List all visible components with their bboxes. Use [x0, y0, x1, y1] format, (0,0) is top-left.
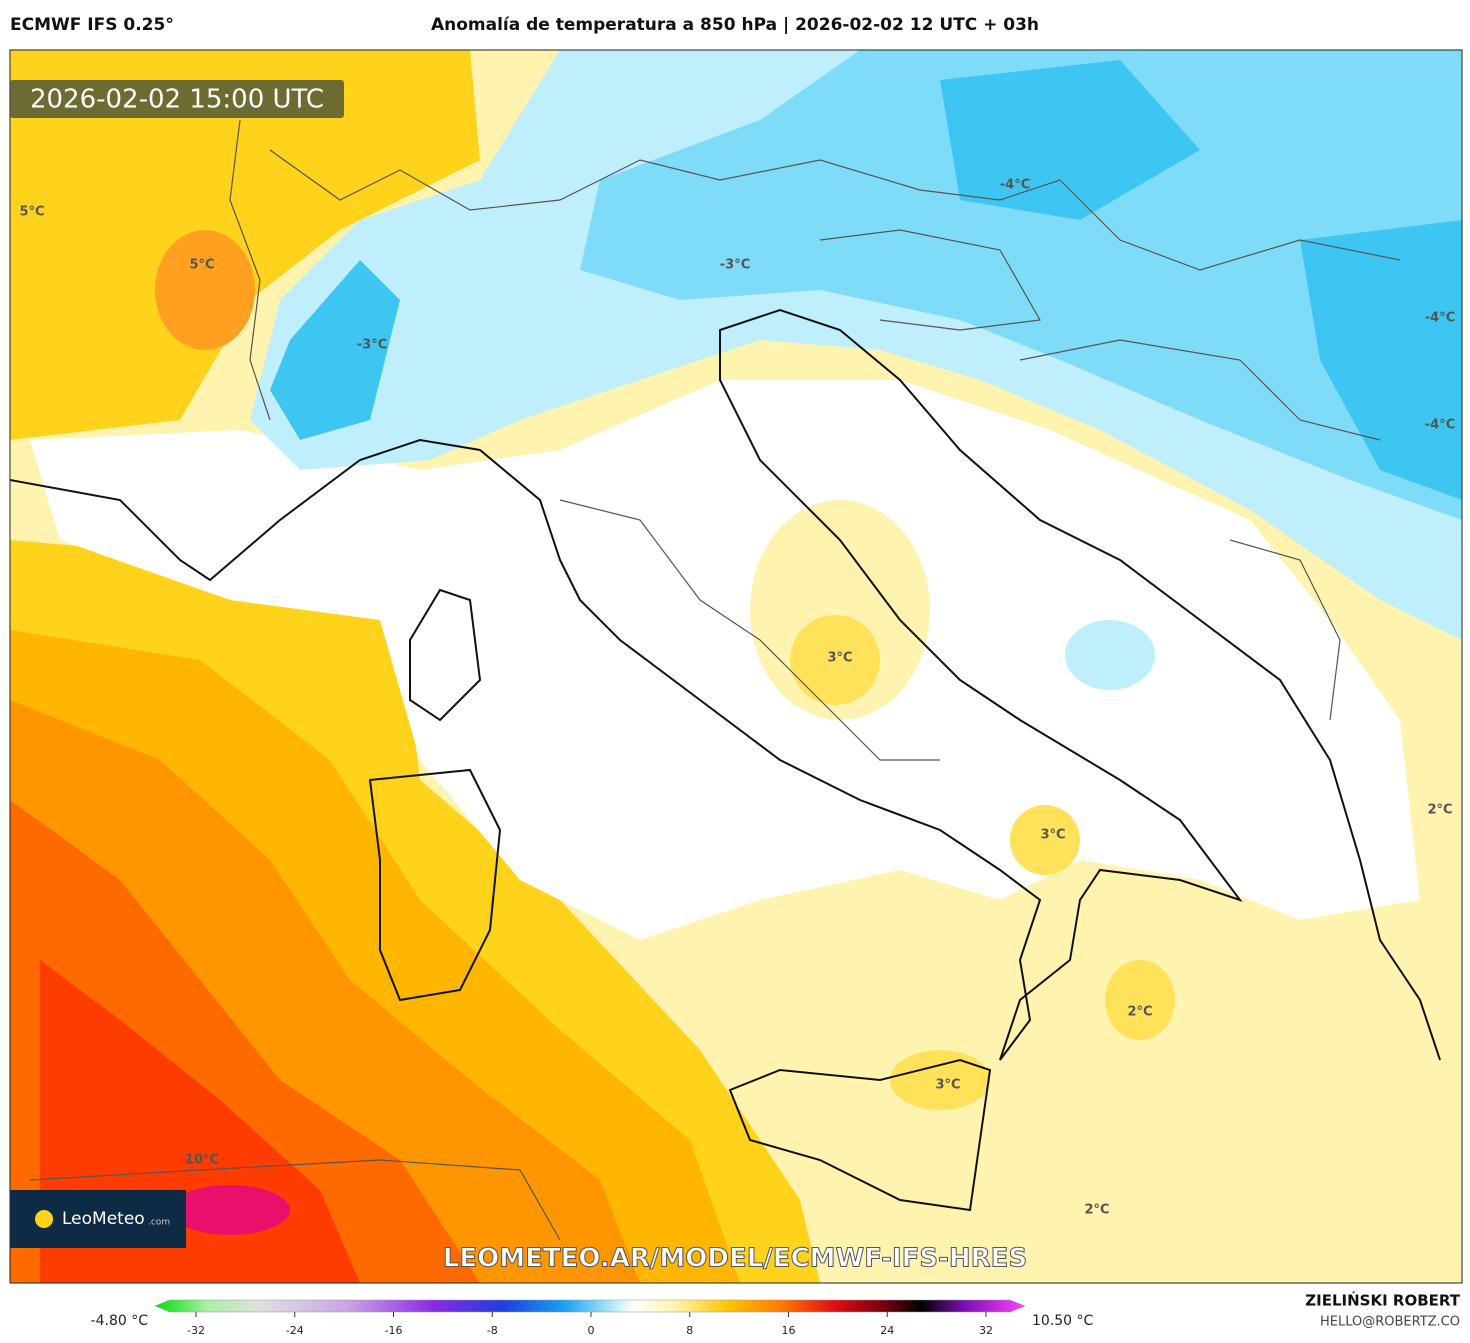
contour-label: 3°C — [827, 651, 852, 666]
colorbar-ticks: -32 -24 -16 -8 0 8 16 24 32 — [187, 1312, 993, 1337]
neutral-area — [30, 380, 1420, 940]
contour-label: 3°C — [1040, 828, 1065, 843]
logo-sun — [35, 1210, 53, 1228]
cold-core — [270, 260, 400, 440]
model-name: ECMWF IFS 0.25° — [10, 15, 174, 35]
contour-label: 5°C — [19, 205, 44, 220]
colorbar — [154, 1299, 1026, 1313]
contour-label: 10°C — [185, 1153, 219, 1168]
contour-label: -4°C — [1425, 311, 1455, 326]
colorbar-tick-label: -24 — [286, 1324, 304, 1337]
warm-core — [1010, 805, 1080, 875]
warm-area — [10, 50, 480, 440]
logo-name: LeoMeteo — [62, 1209, 145, 1229]
watermark: LEOMETEO.AR/MODEL/ECMWF-IFS-HRES — [443, 1244, 1027, 1274]
colorbar-tick-label: -8 — [487, 1324, 498, 1337]
borders — [29, 119, 1401, 1241]
colorbar-tick-label: -16 — [385, 1324, 403, 1337]
contour-labels: 5°C 5°C -3°C -4°C -3°C -4°C -4°C 3°C 3°C… — [19, 178, 1455, 1218]
colorbar-tick-label: 32 — [979, 1324, 993, 1337]
colorbar-tick-label: -32 — [187, 1324, 205, 1337]
coastlines — [10, 308, 1441, 1212]
cold-core — [940, 60, 1200, 220]
contour-label: 5°C — [189, 258, 214, 273]
warm-core — [790, 615, 880, 705]
colorbar-max-label: 10.50 °C — [1032, 1313, 1094, 1329]
colorbar-tick-label: 8 — [686, 1324, 693, 1337]
logo-suffix: .com — [148, 1218, 170, 1228]
map — [10, 50, 1462, 1283]
warm-core — [170, 1185, 290, 1235]
colorbar-min-label: -4.80 °C — [91, 1313, 149, 1329]
map-frame — [9, 49, 1463, 1284]
contour-label: -3°C — [357, 338, 387, 353]
warm-core — [890, 1050, 990, 1110]
contour-label: 2°C — [1127, 1005, 1152, 1020]
contour-label: 2°C — [1084, 1203, 1109, 1218]
warm-core — [1105, 960, 1175, 1040]
contact: HELLO@ROBERTZ.CO — [1320, 1315, 1460, 1330]
map-title: Anomalía de temperatura a 850 hPa | 2026… — [431, 15, 1039, 35]
contour-label: -4°C — [1425, 418, 1455, 433]
warm-core — [155, 230, 255, 350]
cold-core — [1300, 220, 1462, 500]
contour-label: 3°C — [935, 1078, 960, 1093]
contour-label: -4°C — [1000, 178, 1030, 193]
timestamp-box — [10, 80, 344, 118]
cold-area — [580, 50, 1462, 520]
author: ZIELIŃSKI ROBERT — [1305, 1291, 1460, 1310]
cold-area — [1065, 620, 1155, 690]
contour-label: -3°C — [720, 258, 750, 273]
contour-label: 2°C — [1427, 803, 1452, 818]
colorbar-tick-label: 24 — [880, 1324, 894, 1337]
colorbar-tick-label: 16 — [782, 1324, 796, 1337]
colorbar-tick-label: 0 — [588, 1324, 595, 1337]
timestamp: 2026-02-02 15:00 UTC — [30, 85, 324, 115]
